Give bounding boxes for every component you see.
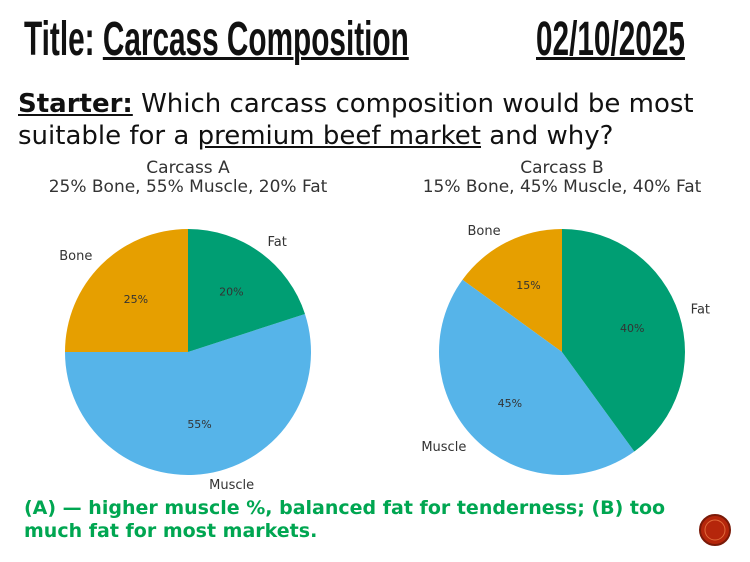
slice-label: Bone (59, 249, 92, 264)
starter-text: Which carcass composition would be most … (18, 89, 694, 151)
answer: (A) — higher muscle %, balanced fat for … (24, 497, 666, 542)
slice-value-label: 45% (498, 397, 522, 410)
title: Carcass Composition (102, 13, 409, 66)
chart-title: Carcass A (146, 158, 230, 178)
slice-value-label: 15% (516, 279, 540, 292)
chart-subtitle: 25% Bone, 55% Muscle, 20% Fat (49, 177, 328, 197)
slice-label: Fat (691, 303, 710, 318)
starter: Starter: Which carcass composition would… (18, 88, 738, 152)
slice-value-label: 40% (620, 322, 644, 335)
starter-text: and why? (489, 121, 614, 151)
pie-slice (562, 228, 685, 452)
starter-underlined: premium beef market (197, 121, 482, 151)
pie-slice (462, 229, 562, 352)
pie-slice (65, 229, 188, 352)
starter-label: Starter: (18, 89, 133, 119)
logo-ring (704, 519, 726, 541)
chart-subtitle: 15% Bone, 45% Muscle, 40% Fat (423, 177, 702, 197)
pie-slice (188, 229, 305, 352)
slice-label: Muscle (209, 478, 254, 493)
pie-slice (438, 279, 635, 475)
logo-icon (699, 514, 731, 546)
pie-slice (65, 313, 311, 476)
slice-value-label: 20% (219, 285, 243, 298)
slice-label: Fat (268, 235, 287, 250)
slice-label: Bone (467, 224, 500, 239)
slice-value-label: 25% (124, 293, 148, 306)
date: 02/10/2025 (536, 13, 685, 66)
slice-label: Muscle (421, 440, 466, 455)
title-label: Title: (24, 13, 95, 66)
slice-value-label: 55% (187, 418, 211, 431)
title-line: Title: Carcass Composition (24, 12, 409, 67)
chart-title: Carcass B (520, 158, 603, 178)
